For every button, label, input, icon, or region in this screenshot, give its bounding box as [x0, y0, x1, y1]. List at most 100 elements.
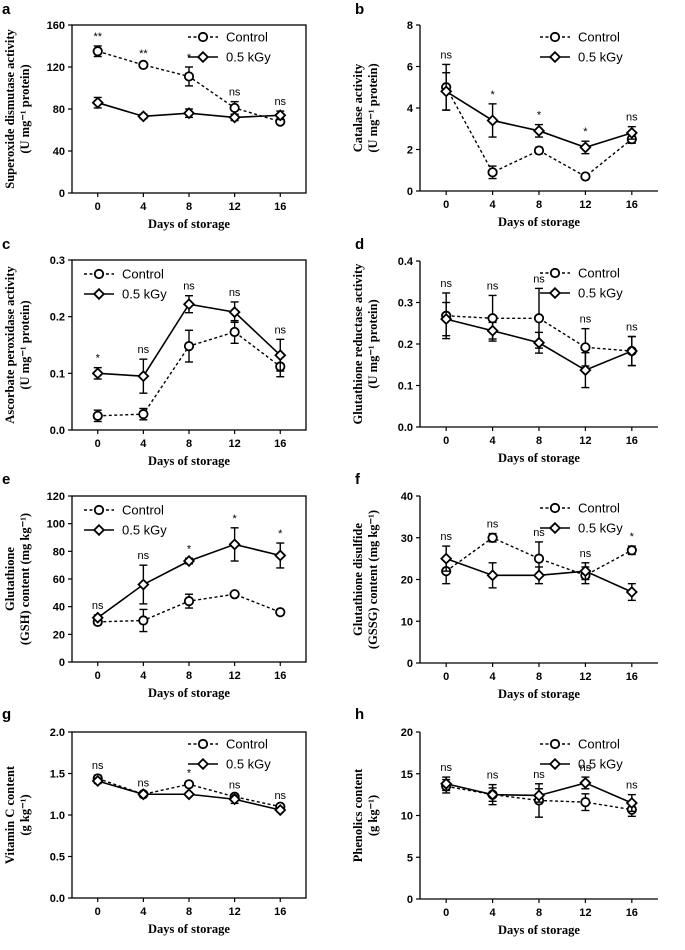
significance-label: * — [187, 543, 192, 555]
x-tick-label: 16 — [274, 670, 286, 682]
x-tick-label: 16 — [274, 906, 286, 918]
irradiated-marker — [182, 788, 196, 801]
x-axis-label: Days of storage — [148, 686, 230, 700]
y-tick-label: 0.2 — [398, 339, 413, 351]
panel-letter: a — [2, 1, 11, 18]
significance-label: ns — [274, 324, 286, 336]
y-tick-label: 20 — [401, 727, 413, 739]
x-tick-label: 0 — [95, 438, 101, 450]
significance-label: ns — [229, 779, 241, 791]
x-tick-label: 8 — [536, 671, 542, 683]
panel-letter: b — [355, 1, 364, 18]
significance-label: ns — [626, 322, 638, 334]
legend-control-label: Control — [122, 503, 164, 518]
significance-label: ns — [138, 550, 150, 562]
panel-f: f 0 10 20 30 40 0 4 8 12 16 Days of storage Glutathi… — [351, 471, 658, 701]
significance-label: ns — [92, 600, 104, 612]
irradiated-marker — [228, 538, 241, 551]
irradiated-marker — [625, 585, 638, 599]
legend-control-label: Control — [578, 501, 620, 516]
x-tick-label: 8 — [186, 906, 192, 918]
panel-h: h 0 5 10 15 20 0 4 8 12 16 Days of storage Phenolics… — [351, 706, 658, 937]
y-axis-label-units: (U mg⁻¹ protein) — [366, 63, 380, 152]
significance-label: ns — [580, 762, 592, 774]
y-tick-label: 160 — [47, 20, 65, 32]
y-tick-label: 0 — [407, 186, 413, 198]
panel-letter: e — [2, 471, 10, 488]
y-tick-label: 40 — [53, 146, 65, 158]
series-irradiated — [91, 774, 287, 817]
panel-letter: f — [355, 471, 361, 488]
legend-irradiated-marker — [92, 523, 106, 537]
series-control — [92, 319, 286, 423]
y-tick-label: 0 — [59, 657, 65, 669]
x-axis-label: Days of storage — [148, 454, 230, 468]
irradiated-marker — [440, 313, 453, 326]
irradiated-marker — [532, 569, 546, 582]
legend-irradiated-marker — [92, 287, 106, 301]
y-tick-label: 0.0 — [50, 893, 65, 905]
control-marker — [229, 589, 240, 600]
y-axis-label: Glutathione disulfide — [351, 523, 365, 636]
significance-label: * — [187, 52, 192, 64]
panel-d: d 0.0 0.1 0.2 0.3 0.4 0 4 8 12 16 Days of storage Gl… — [351, 236, 658, 465]
plot-frame — [71, 731, 307, 899]
y-axis-label-units: (g kg⁻¹) — [18, 794, 32, 835]
significance-label: ns — [138, 778, 150, 790]
panel-e: e 0 20 40 60 80 100 120 0 4 8 12 16 Days of storage Gl… — [2, 471, 307, 700]
control-marker — [229, 326, 240, 338]
y-axis-label: Phenolics content — [351, 768, 365, 862]
irradiated-marker — [579, 776, 592, 790]
y-tick-label: 40 — [53, 602, 65, 614]
y-tick-label: 10 — [401, 616, 413, 628]
y-axis-label-units: (U mg⁻¹ protein) — [18, 64, 32, 153]
control-marker — [487, 532, 498, 543]
x-tick-label: 0 — [443, 907, 449, 919]
y-tick-label: 0.1 — [398, 381, 413, 393]
x-axis-label: Days of storage — [498, 215, 580, 229]
series-control — [92, 589, 286, 633]
y-axis-label-units: (U mg⁻¹ protein) — [18, 300, 32, 389]
x-tick-label: 0 — [443, 671, 449, 683]
plot-frame — [71, 495, 307, 663]
irradiated-marker — [274, 549, 287, 562]
panel-g: g 0.0 0.5 1.0 1.5 2.0 0 4 8 12 16 Days of storage Vi… — [2, 706, 307, 936]
irradiated-marker — [486, 569, 499, 582]
irradiated-marker — [274, 109, 287, 122]
legend-irradiated-marker — [548, 521, 562, 535]
y-tick-label: 6 — [407, 62, 413, 74]
legend: Control 0.5 kGy — [540, 501, 623, 536]
x-tick-label: 0 — [95, 201, 101, 213]
y-tick-label: 0.3 — [398, 298, 413, 310]
y-tick-label: 80 — [53, 546, 65, 558]
panel-a: a 0 40 80 120 160 0 4 8 12 16 Days of storage Supero… — [2, 1, 307, 231]
x-axis-label: Days of storage — [498, 923, 580, 937]
irradiated-marker — [228, 111, 241, 124]
legend: Control 0.5 kGy — [540, 737, 623, 772]
significance-label: ns — [626, 780, 638, 792]
significance-label: ns — [440, 49, 452, 61]
control-marker — [533, 145, 545, 156]
legend-control-marker — [549, 738, 561, 750]
x-axis-label: Days of storage — [148, 217, 230, 231]
series-irradiated — [91, 96, 287, 124]
control-marker — [275, 607, 286, 618]
control-marker — [183, 596, 195, 607]
y-tick-label: 120 — [47, 491, 65, 503]
y-axis-label-units: (U mg⁻¹ protein) — [366, 299, 380, 388]
significance-label: ns — [183, 281, 195, 293]
irradiated-marker — [91, 611, 104, 624]
significance-label: ns — [274, 790, 286, 802]
significance-label: ns — [533, 769, 545, 781]
irradiated-marker — [91, 96, 104, 109]
x-tick-label: 16 — [626, 907, 638, 919]
y-tick-label: 0.3 — [50, 255, 65, 267]
legend: Control 0.5 kGy — [84, 267, 167, 302]
y-tick-label: 0.0 — [50, 425, 65, 437]
control-line — [445, 86, 633, 178]
significance-label: ns — [487, 519, 499, 531]
y-tick-label: 20 — [53, 629, 65, 641]
legend-control-label: Control — [578, 266, 620, 281]
y-tick-label: 30 — [401, 533, 413, 545]
